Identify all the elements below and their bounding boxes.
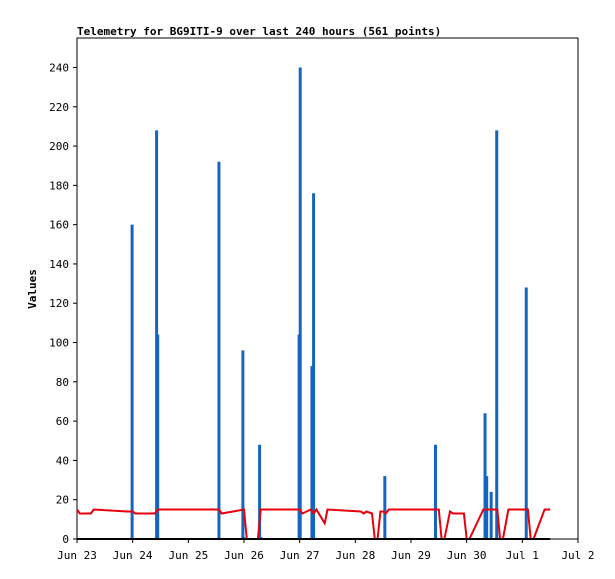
y-tick-label: 0 — [62, 533, 69, 546]
x-tick-label: Jun 24 — [113, 549, 153, 562]
x-tick-label: Jul 2 — [561, 549, 594, 562]
chart-title: Telemetry for BG9ITI-9 over last 240 hou… — [77, 25, 441, 38]
x-tick-label: Jun 26 — [224, 549, 264, 562]
spike-series — [130, 67, 528, 539]
x-tick-label: Jun 30 — [447, 549, 487, 562]
y-tick-label: 160 — [49, 219, 69, 232]
x-tick-label: Jun 29 — [391, 549, 431, 562]
x-tick-label: Jul 1 — [506, 549, 539, 562]
y-tick-label: 140 — [49, 258, 69, 271]
plot-area-frame — [76, 37, 579, 540]
x-tick-label: Jun 25 — [168, 549, 208, 562]
x-tick-label: Jun 23 — [57, 549, 97, 562]
y-tick-label: 60 — [56, 415, 69, 428]
x-tick-label: Jun 28 — [335, 549, 375, 562]
series-layer — [76, 67, 551, 540]
y-axis-label: Values — [26, 269, 39, 309]
y-tick-label: 80 — [56, 376, 69, 389]
y-tick-label: 100 — [49, 337, 69, 350]
y-tick-label: 240 — [49, 61, 69, 74]
y-tick-label: 220 — [49, 101, 69, 114]
x-tick-label: Jun 27 — [280, 549, 320, 562]
y-tick-label: 200 — [49, 140, 69, 153]
y-tick-label: 120 — [49, 297, 69, 310]
axes-layer: 0 20 40 60 80 100 120 140 160 180 200 220 240 Jun 23 J… — [49, 61, 594, 562]
y-tick-label: 40 — [56, 454, 69, 467]
y-tick-label: 20 — [56, 494, 69, 507]
y-tick-label: 180 — [49, 179, 69, 192]
line-series-1 — [76, 507, 551, 540]
